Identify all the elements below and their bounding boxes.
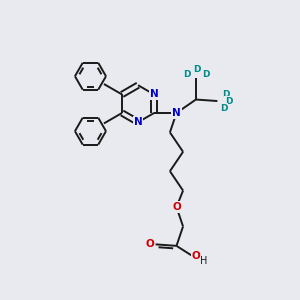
- Text: D: D: [193, 65, 200, 74]
- Text: O: O: [191, 251, 200, 261]
- Text: D: D: [183, 70, 191, 79]
- Text: N: N: [134, 117, 142, 127]
- Text: N: N: [150, 89, 158, 100]
- Text: D: D: [225, 97, 232, 106]
- Text: D: D: [220, 104, 228, 113]
- Text: H: H: [200, 256, 208, 266]
- Text: O: O: [172, 202, 181, 212]
- Text: N: N: [172, 108, 181, 118]
- Text: O: O: [146, 239, 154, 249]
- Text: D: D: [222, 90, 230, 99]
- Text: D: D: [202, 70, 209, 79]
